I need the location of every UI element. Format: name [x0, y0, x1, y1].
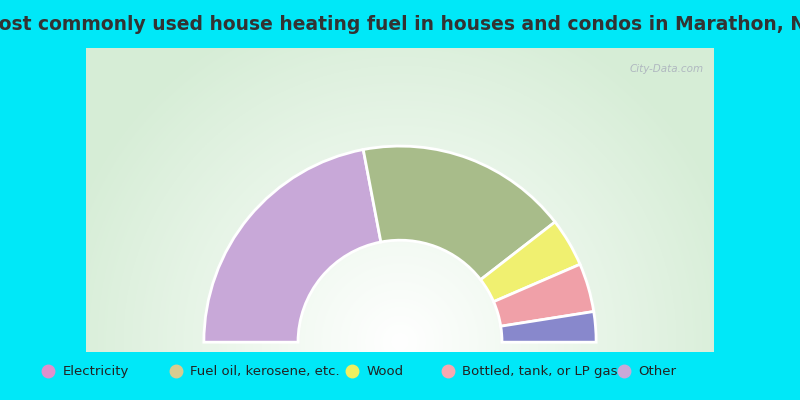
- Wedge shape: [204, 150, 381, 342]
- Text: Electricity: Electricity: [62, 365, 129, 378]
- Wedge shape: [501, 312, 596, 342]
- Text: Fuel oil, kerosene, etc.: Fuel oil, kerosene, etc.: [190, 365, 340, 378]
- Wedge shape: [363, 146, 555, 280]
- Text: Most commonly used house heating fuel in houses and condos in Marathon, NY: Most commonly used house heating fuel in…: [0, 14, 800, 34]
- Text: Other: Other: [638, 365, 677, 378]
- Text: Wood: Wood: [366, 365, 403, 378]
- Text: City-Data.com: City-Data.com: [630, 64, 704, 74]
- Text: Bottled, tank, or LP gas: Bottled, tank, or LP gas: [462, 365, 618, 378]
- Wedge shape: [494, 264, 594, 326]
- Wedge shape: [481, 222, 580, 302]
